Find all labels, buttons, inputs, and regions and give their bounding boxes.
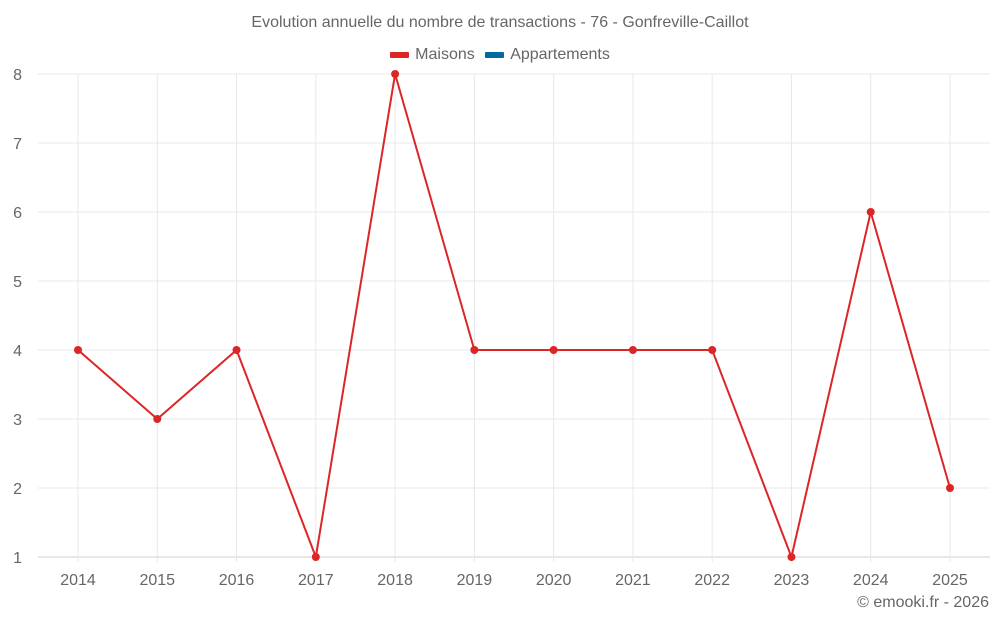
y-tick-label: 3 <box>13 412 22 429</box>
x-tick-label: 2025 <box>932 572 968 589</box>
legend-swatch-appartements <box>485 52 505 58</box>
x-tick-label: 2024 <box>853 572 889 589</box>
data-point[interactable] <box>866 208 875 216</box>
data-point[interactable] <box>787 553 796 561</box>
legend-label-appartements: Appartements <box>510 46 610 63</box>
data-point[interactable] <box>232 346 241 354</box>
y-tick-label: 7 <box>13 136 22 153</box>
y-tick-label: 4 <box>13 343 22 360</box>
x-tick-label: 2015 <box>139 572 175 589</box>
y-tick-label: 5 <box>13 274 22 291</box>
copyright-credit: © emooki.fr - 2026 <box>857 594 989 611</box>
x-tick-label: 2023 <box>774 572 810 589</box>
data-point[interactable] <box>946 484 954 492</box>
legend-item-appartements[interactable]: Appartements <box>485 46 610 64</box>
x-tick-label: 2019 <box>457 572 493 589</box>
y-tick-label: 2 <box>13 481 22 498</box>
y-tick-label: 1 <box>13 550 22 567</box>
data-point[interactable] <box>549 346 558 354</box>
y-tick-label: 8 <box>13 67 22 84</box>
data-point[interactable] <box>628 346 637 354</box>
y-tick-label: 6 <box>13 205 22 222</box>
data-point[interactable] <box>470 346 479 354</box>
legend-swatch-maisons <box>390 52 410 58</box>
data-point[interactable] <box>74 346 82 354</box>
x-tick-label: 2021 <box>615 572 651 589</box>
data-point[interactable] <box>153 415 162 423</box>
data-point[interactable] <box>391 70 400 78</box>
legend-item-maisons[interactable]: Maisons <box>390 46 475 64</box>
chart-title: Evolution annuelle du nombre de transact… <box>251 14 749 31</box>
data-point[interactable] <box>311 553 320 561</box>
legend-label-maisons: Maisons <box>415 46 475 63</box>
x-tick-label: 2014 <box>60 572 96 589</box>
x-tick-label: 2018 <box>377 572 413 589</box>
x-tick-label: 2017 <box>298 572 334 589</box>
data-point[interactable] <box>708 346 717 354</box>
chart-legend: Maisons Appartements <box>0 45 1000 64</box>
x-tick-label: 2016 <box>219 572 255 589</box>
x-tick-label: 2022 <box>694 572 730 589</box>
series-line-maisons <box>77 73 951 558</box>
x-tick-label: 2020 <box>536 572 572 589</box>
